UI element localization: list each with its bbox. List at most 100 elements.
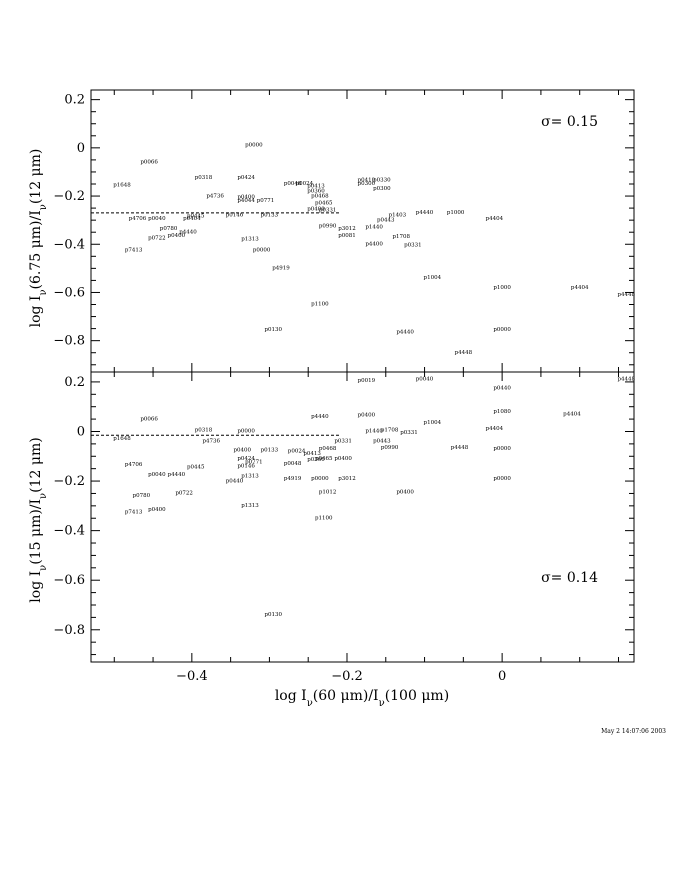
data-point-label: p1000 — [493, 285, 511, 291]
data-point-label: p0000 — [493, 476, 511, 482]
data-point-label: p0331 — [319, 208, 337, 214]
data-point-label: p0318 — [195, 175, 213, 181]
data-point-label: p0000 — [493, 446, 511, 452]
data-point-label: p0990 — [319, 223, 337, 229]
y-tick-label: 0.2 — [64, 93, 85, 108]
data-point-label: p0445 — [187, 214, 205, 220]
data-point-label: p7413 — [125, 509, 143, 515]
data-point-label: p0771 — [245, 460, 263, 466]
data-point-label: p0146 — [226, 213, 244, 219]
data-point-label: p1708 — [393, 234, 411, 240]
data-point-label: p1313 — [241, 473, 259, 479]
data-point-label: p0440 — [226, 478, 244, 484]
data-point-label: p1313 — [241, 237, 259, 243]
data-point-label: p0000 — [237, 429, 255, 435]
data-point-label: p0081 — [338, 233, 356, 239]
data-point-label: p1708 — [381, 427, 399, 433]
data-point-label: p0413 — [307, 184, 325, 190]
data-point-label: p0443 — [377, 217, 395, 223]
data-point-label: p0722 — [175, 491, 193, 497]
data-point-label: p4440 — [179, 229, 197, 235]
data-point-label: p0146 — [237, 463, 255, 469]
data-point-label: p1648 — [113, 182, 131, 188]
data-point-label: p0400 — [233, 447, 251, 453]
data-point-label: p0000 — [493, 327, 511, 333]
data-point-label: p0780 — [160, 226, 178, 232]
data-point-label: p4440 — [168, 472, 186, 478]
data-point-label: p0722 — [148, 235, 166, 241]
y-tick-label: −0.6 — [53, 285, 85, 300]
data-point-label: p0400 — [358, 413, 376, 419]
data-point-label: p7413 — [125, 247, 143, 253]
data-point-label: p0318 — [195, 427, 213, 433]
data-point-label: p0066 — [140, 160, 158, 166]
data-point-label: p0400 — [148, 507, 166, 513]
data-point-label: p0400 — [334, 456, 352, 462]
data-point-label: p1000 — [447, 210, 465, 216]
x-tick-label: 0 — [498, 669, 506, 684]
data-point-label: p4448 — [617, 292, 635, 298]
data-point-label: p0404 — [183, 216, 201, 222]
data-point-label: p0360 — [307, 188, 325, 194]
data-point-label: p0040 — [148, 216, 166, 222]
data-point-label: p4706 — [125, 462, 143, 468]
data-point-label: p4448 — [455, 350, 473, 356]
data-point-label: p0468 — [319, 446, 337, 452]
sigma-annotation: σ= 0.15 — [541, 114, 598, 130]
data-point-label: p0360 — [307, 457, 325, 463]
data-point-label: p4706 — [129, 216, 147, 222]
data-point-label: p0024 — [288, 449, 306, 455]
data-point-label: p4404 — [486, 426, 504, 432]
y-tick-label: 0 — [77, 141, 85, 156]
y-tick-label: 0 — [77, 424, 85, 439]
data-point-label: p0048 — [284, 461, 302, 467]
data-point-label: p1313 — [241, 503, 259, 509]
y-tick-label: −0.2 — [53, 474, 85, 489]
data-point-label: p0130 — [265, 327, 283, 333]
data-point-label: p4440 — [396, 329, 414, 335]
y-axis-label-bottom: log Iν(15 μm)/Iν(12 μm) — [28, 437, 49, 602]
y-tick-label: −0.6 — [53, 573, 85, 588]
data-point-label: p0019 — [358, 378, 376, 384]
plot-frame — [90, 371, 635, 663]
data-point-label: p1403 — [389, 213, 407, 219]
x-tick-label: −0.4 — [176, 669, 208, 684]
data-point-label: p0040 — [148, 472, 166, 478]
data-point-label: p0133 — [261, 447, 279, 453]
top-panel: 0.2 0 −0.2 −0.4 −0.6 −0.8 σ= 0.15 p1648 p0066 p03… — [53, 89, 635, 373]
data-point-label: p0048 — [284, 181, 302, 187]
data-point-label: p3012 — [338, 476, 356, 482]
data-point-label: p4404 — [563, 411, 581, 417]
data-point-label: p0400 — [396, 489, 414, 495]
data-point-label: p0410 — [358, 178, 376, 184]
data-point-label: p1440 — [365, 225, 383, 231]
x-axis-label: log Iν(60 μm)/Iν(100 μm) — [275, 688, 449, 709]
y-tick-label: 0.2 — [64, 375, 85, 390]
data-point-label: p1440 — [365, 429, 383, 435]
data-point-label: p0468 — [311, 193, 329, 199]
data-point-label: p0413 — [303, 451, 321, 457]
data-point-label: p0000 — [253, 247, 271, 253]
data-point-label: p4448 — [617, 377, 635, 383]
data-point-label: p4044 — [237, 198, 255, 204]
data-point-label: p0400 — [307, 207, 325, 213]
data-point-label: p0133 — [261, 213, 279, 219]
data-point-label: p0990 — [381, 445, 399, 451]
data-point-label: p0024 — [296, 181, 314, 187]
data-point-label: p0440 — [493, 385, 511, 391]
data-point-label: p1100 — [311, 302, 329, 308]
timestamp: May 2 14:07:06 2003 — [601, 728, 666, 735]
data-point-label: p1648 — [113, 436, 131, 442]
data-point-label: p0331 — [404, 243, 422, 249]
data-point-label: p4440 — [416, 210, 434, 216]
data-point-label: p0330 — [373, 178, 391, 184]
data-point-label: p4404 — [571, 285, 589, 291]
data-point-label: p4919 — [272, 266, 290, 272]
data-point-label: p1004 — [424, 420, 442, 426]
data-point-label: p0400 — [237, 194, 255, 200]
y-tick-label: −0.4 — [53, 524, 85, 539]
data-point-label: p4919 — [284, 476, 302, 482]
data-point-label: p0771 — [257, 198, 275, 204]
data-point-label: p0465 — [315, 200, 333, 206]
sigma-annotation: σ= 0.14 — [541, 570, 598, 586]
